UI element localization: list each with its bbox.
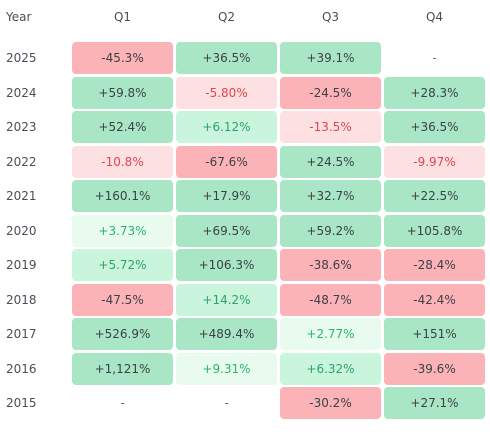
return-cell: - bbox=[432, 51, 437, 65]
return-cell: -13.5% bbox=[280, 111, 381, 143]
header-q3: Q3 bbox=[321, 10, 340, 24]
return-cell: +1,121% bbox=[72, 353, 173, 385]
return-cell: -67.6% bbox=[176, 146, 277, 178]
year-label: 2017 bbox=[6, 327, 37, 341]
return-cell: +22.5% bbox=[384, 180, 485, 212]
return-cell: +39.1% bbox=[280, 42, 381, 74]
return-cell: +106.3% bbox=[176, 249, 277, 281]
return-cell: +9.31% bbox=[176, 353, 277, 385]
header-year: Year bbox=[6, 10, 32, 24]
return-cell: +105.8% bbox=[384, 215, 485, 247]
return-cell: +28.3% bbox=[384, 77, 485, 109]
header-q1: Q1 bbox=[113, 10, 132, 24]
year-label: 2025 bbox=[6, 51, 37, 65]
return-cell: +27.1% bbox=[384, 387, 485, 419]
return-cell: -9.97% bbox=[384, 146, 485, 178]
year-label: 2015 bbox=[6, 396, 37, 410]
return-cell: +6.12% bbox=[176, 111, 277, 143]
return-cell: +6.32% bbox=[280, 353, 381, 385]
year-label: 2021 bbox=[6, 189, 37, 203]
return-cell: -45.3% bbox=[72, 42, 173, 74]
return-cell: +526.9% bbox=[72, 318, 173, 350]
return-cell: -42.4% bbox=[384, 284, 485, 316]
return-cell: +24.5% bbox=[280, 146, 381, 178]
return-cell: +59.2% bbox=[280, 215, 381, 247]
return-cell: - bbox=[120, 396, 125, 410]
return-cell: - bbox=[224, 396, 229, 410]
year-label: 2022 bbox=[6, 155, 37, 169]
return-cell: +17.9% bbox=[176, 180, 277, 212]
return-cell: -24.5% bbox=[280, 77, 381, 109]
return-cell: -10.8% bbox=[72, 146, 173, 178]
year-label: 2020 bbox=[6, 224, 37, 238]
header-q2: Q2 bbox=[217, 10, 236, 24]
return-cell: +489.4% bbox=[176, 318, 277, 350]
return-cell: +36.5% bbox=[384, 111, 485, 143]
return-cell: +151% bbox=[384, 318, 485, 350]
year-label: 2016 bbox=[6, 362, 37, 376]
return-cell: +160.1% bbox=[72, 180, 173, 212]
return-cell: -28.4% bbox=[384, 249, 485, 281]
return-cell: +2.77% bbox=[280, 318, 381, 350]
year-label: 2023 bbox=[6, 120, 37, 134]
return-cell: +32.7% bbox=[280, 180, 381, 212]
return-cell: +5.72% bbox=[72, 249, 173, 281]
header-q4: Q4 bbox=[425, 10, 444, 24]
return-cell: -5.80% bbox=[176, 77, 277, 109]
return-cell: +52.4% bbox=[72, 111, 173, 143]
return-cell: +14.2% bbox=[176, 284, 277, 316]
return-cell: +3.73% bbox=[72, 215, 173, 247]
year-label: 2024 bbox=[6, 86, 37, 100]
return-cell: -39.6% bbox=[384, 353, 485, 385]
return-cell: +69.5% bbox=[176, 215, 277, 247]
return-cell: -48.7% bbox=[280, 284, 381, 316]
return-cell: +59.8% bbox=[72, 77, 173, 109]
return-cell: -47.5% bbox=[72, 284, 173, 316]
year-label: 2018 bbox=[6, 293, 37, 307]
return-cell: -38.6% bbox=[280, 249, 381, 281]
year-label: 2019 bbox=[6, 258, 37, 272]
return-cell: -30.2% bbox=[280, 387, 381, 419]
return-cell: +36.5% bbox=[176, 42, 277, 74]
